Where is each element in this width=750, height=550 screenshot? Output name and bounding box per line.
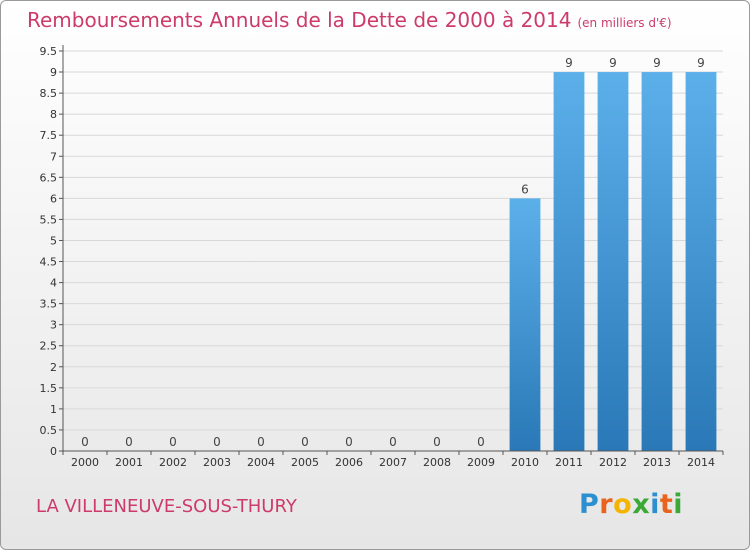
y-tick-label: 8.5 [40,87,58,100]
value-label: 9 [609,56,617,70]
y-tick-label: 6.5 [40,171,58,184]
y-tick-label: 0 [50,445,57,458]
axes [59,45,724,455]
x-tick-label: 2014 [687,456,715,469]
x-tick-label: 2003 [203,456,231,469]
value-label: 0 [389,435,397,449]
x-tick-label: 2011 [555,456,583,469]
x-tick-label: 2006 [335,456,363,469]
x-tick-label: 2001 [115,456,143,469]
bar [553,72,585,451]
x-tick-label: 2004 [247,456,275,469]
bar [641,72,673,451]
proxiti-logo: Proxiti [579,489,683,520]
chart-title-text: Remboursements Annuels de la Dette de 20… [27,8,572,32]
y-tick-label: 2.5 [40,340,58,353]
commune-name: LA VILLENEUVE-SOUS-THURY [36,496,297,517]
logo-letter: i [650,489,660,520]
x-tick-label: 2012 [599,456,627,469]
logo-letter: t [659,489,674,520]
bar [597,72,629,451]
logo-letter: i [673,489,684,520]
y-tick-label: 6 [50,192,57,205]
y-tick-label: 1.5 [40,382,58,395]
bars [509,72,717,451]
value-label: 6 [521,182,529,196]
value-label: 0 [213,435,221,449]
y-tick-label: 3 [50,319,57,332]
x-tick-label: 2013 [643,456,671,469]
value-label: 0 [81,435,89,449]
value-label: 0 [345,435,353,449]
value-label: 9 [653,56,661,70]
y-tick-label: 5.5 [40,213,58,226]
y-tick-label: 7 [50,150,57,163]
x-tick-label: 2005 [291,456,319,469]
y-tick-label: 9 [50,66,57,79]
y-tick-label: 5 [50,234,57,247]
logo-letter: x [632,489,651,520]
value-label: 0 [169,435,177,449]
x-tick-label: 2000 [71,456,99,469]
value-label: 0 [301,435,309,449]
x-tick-label: 2010 [511,456,539,469]
value-label: 0 [125,435,133,449]
y-tick-label: 9.5 [40,45,58,58]
y-tick-label: 2 [50,361,57,374]
bar [685,72,717,451]
x-tick-label: 2008 [423,456,451,469]
labels: 0 0.5 1 1.5 2 2.5 3 3.5 4 4.5 5 5.5 6 6.5 7 7.5 8 8.5 9 9.5… [40,45,716,469]
value-label: 0 [433,435,441,449]
value-label: 0 [257,435,265,449]
x-tick-label: 2002 [159,456,187,469]
chart-title: Remboursements Annuels de la Dette de 20… [27,8,672,32]
y-tick-label: 3.5 [40,298,58,311]
chart-unit: (en milliers d'€) [577,16,672,30]
y-tick-label: 7.5 [40,129,58,142]
bar [509,198,541,451]
y-tick-label: 4 [50,277,57,290]
y-tick-label: 8 [50,108,57,121]
y-tick-label: 4.5 [40,256,58,269]
logo-letter: r [599,489,614,520]
value-label: 9 [565,56,573,70]
y-tick-label: 0.5 [40,424,58,437]
y-tick-label: 1 [50,403,57,416]
x-tick-label: 2007 [379,456,407,469]
logo-letter: P [579,489,600,520]
x-tick-label: 2009 [467,456,495,469]
value-label: 9 [697,56,705,70]
logo-letter: o [613,489,633,520]
value-label: 0 [477,435,485,449]
